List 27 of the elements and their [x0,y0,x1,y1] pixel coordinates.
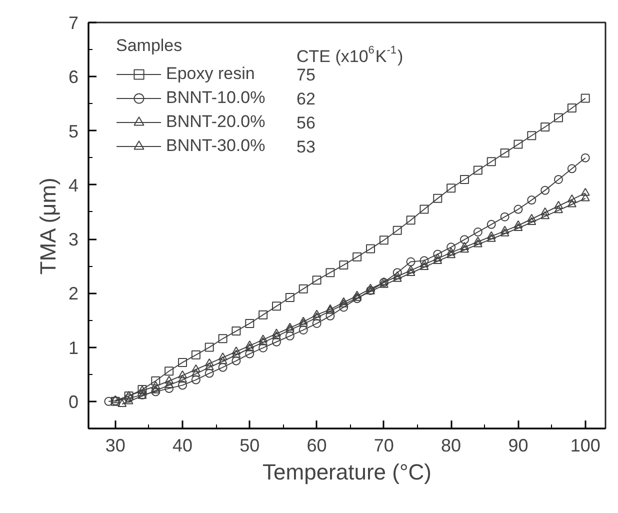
x-axis-title: Temperature (°C) [262,460,432,484]
y-tick-label: 6 [68,67,79,88]
legend-label: Epoxy resin [166,63,255,85]
x-tick-label: 60 [306,436,327,456]
x-tick-label: 90 [508,436,528,456]
x-tick-label: 80 [441,436,462,456]
legend-label: BNNT-30.0% [166,135,266,157]
legend-label: BNNT-20.0% [166,111,266,133]
y-axis-title: TMA (μm) [35,178,60,275]
annotation: 62 [296,90,316,108]
x-tick-label: 50 [240,436,260,456]
annotation: 75 [296,66,316,84]
y-tick-label: 5 [68,121,79,142]
y-tick-label: 4 [68,175,79,196]
y-tick-label: 3 [68,230,79,250]
x-tick-label: 70 [374,436,394,456]
legend-label: BNNT-10.0% [166,87,266,109]
x-tick-label: 100 [570,436,600,456]
x-tick-label: 30 [105,436,126,456]
y-tick-label: 7 [68,13,79,33]
annotation: 56 [296,114,316,132]
legend-title: Samples [116,36,184,56]
y-tick-label: 0 [68,392,79,412]
annotation: 53 [296,138,316,156]
y-tick-label: 2 [68,284,79,304]
y-tick-label: 1 [68,338,79,358]
x-tick-label: 40 [172,436,193,456]
